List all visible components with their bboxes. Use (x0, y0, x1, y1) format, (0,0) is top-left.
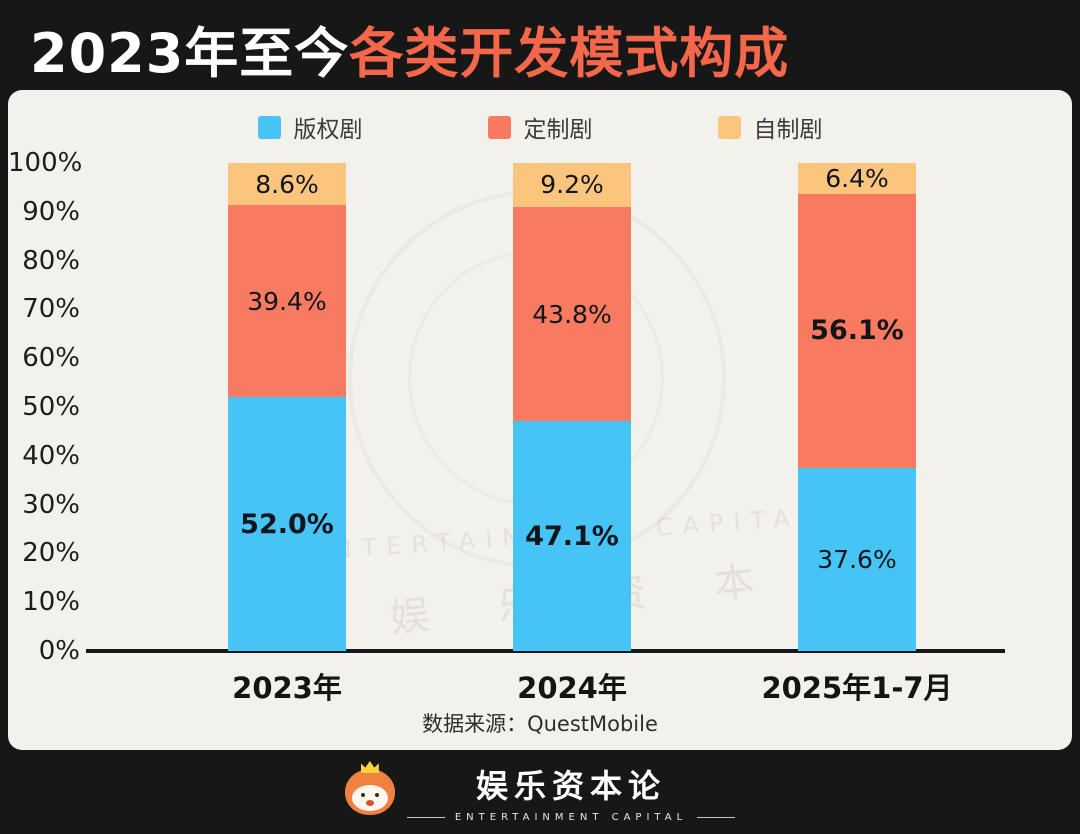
y-axis-tick: 70% (22, 294, 80, 325)
brand-subtitle: ENTERTAINMENT CAPITAL (406, 812, 736, 823)
legend-item: 版权剧 (257, 110, 363, 144)
brand-lockup: 娱乐资本论 ENTERTAINMENT CAPITAL (344, 761, 736, 823)
bar-value-label: 56.1% (810, 315, 904, 347)
bar-segment: 39.4% (228, 204, 346, 398)
brand-subtitle-line-right (697, 817, 736, 818)
mascot-eye-left (360, 793, 365, 797)
bar-segment: 47.1% (513, 421, 631, 651)
x-axis-line (86, 649, 1005, 653)
bar-segment: 43.8% (513, 207, 631, 422)
brand-footer: 娱乐资本论 ENTERTAINMENT CAPITAL (0, 750, 1080, 834)
y-axis-tick: 10% (22, 587, 80, 618)
y-axis-tick: 50% (22, 392, 80, 422)
bar-value-label: 6.4% (825, 163, 889, 193)
x-axis-label: 2023年 (232, 671, 342, 705)
legend-swatch (487, 115, 511, 139)
chart-legend: 版权剧 定制剧 自制剧 (8, 110, 1072, 144)
mascot-face (351, 785, 388, 811)
stacked-bar: 37.6% 56.1% 6.4% (798, 162, 916, 651)
legend-label: 自制剧 (753, 117, 823, 143)
y-axis-tick: 40% (22, 440, 80, 471)
legend-label: 版权剧 (293, 117, 363, 143)
bar-value-label: 52.0% (240, 508, 334, 540)
stacked-bar-chart: 100% 90% 80% 70% 60% 50% 40% 30% 20% 10% 0% 52.0% 3… (8, 148, 1072, 705)
x-axis-label: 2025年1-7月 (761, 671, 953, 705)
y-axis-tick: 20% (22, 538, 80, 569)
mascot-icon (344, 761, 395, 815)
bar-segment: 52.0% (228, 397, 346, 651)
y-axis-tick: 0% (38, 636, 80, 666)
legend-swatch (257, 115, 281, 139)
mascot-eye-right (374, 793, 379, 797)
bar-value-label: 37.6% (817, 544, 897, 574)
brand-text-block: 娱乐资本论 ENTERTAINMENT CAPITAL (406, 761, 736, 823)
legend-item: 定制剧 (487, 110, 593, 144)
x-axis-label: 2024年 (517, 671, 627, 705)
crown-icon (360, 761, 379, 773)
stacked-bar: 52.0% 39.4% 8.6% (228, 163, 346, 651)
bar-value-label: 39.4% (247, 286, 327, 316)
source-note: 数据来源：QuestMobile (422, 712, 658, 736)
brand-subtitle-line-left (406, 817, 445, 818)
mascot-mouth (365, 800, 374, 806)
y-axis-tick: 30% (22, 489, 80, 520)
bar-value-label: 8.6% (255, 169, 319, 199)
y-axis: 100% 90% 80% 70% 60% 50% 40% 30% 20% 10% 0% (8, 148, 82, 666)
plot-area: 52.0% 39.4% 8.6% 2023年 47.1% 43.8% 9.2% 2024年 37… (86, 162, 1005, 705)
legend-swatch (717, 115, 741, 139)
bar-value-label: 47.1% (525, 520, 619, 552)
y-axis-tick: 90% (22, 196, 80, 227)
brand-subtitle-text: ENTERTAINMENT CAPITAL (454, 812, 688, 823)
y-axis-tick: 100% (8, 148, 83, 178)
bar-segment: 8.6% (228, 163, 346, 205)
bar-value-label: 43.8% (532, 299, 612, 329)
chart-panel: ENTERTAINMENT CAPITAL 娱 乐 资 本 论 版权剧 定制剧 自制… (8, 90, 1072, 750)
page-title-accent-part: 各类开发模式构成 (349, 21, 790, 85)
page-title-white-part: 2023年至今 (30, 21, 350, 85)
bar-segment: 56.1% (798, 193, 916, 468)
brand-name: 娱乐资本论 (475, 767, 666, 805)
bar-value-label: 9.2% (540, 170, 604, 200)
bar-segment: 37.6% (798, 467, 916, 651)
stacked-bar: 47.1% 43.8% 9.2% (513, 162, 631, 651)
y-axis-tick: 60% (22, 343, 80, 374)
y-axis-tick: 80% (22, 245, 80, 276)
bar-segment: 9.2% (513, 162, 631, 208)
bar-segment: 6.4% (798, 162, 916, 194)
page-title: 2023年至今 各类开发模式构成 (30, 8, 789, 88)
legend-label: 定制剧 (523, 117, 593, 143)
legend-item: 自制剧 (717, 110, 823, 144)
